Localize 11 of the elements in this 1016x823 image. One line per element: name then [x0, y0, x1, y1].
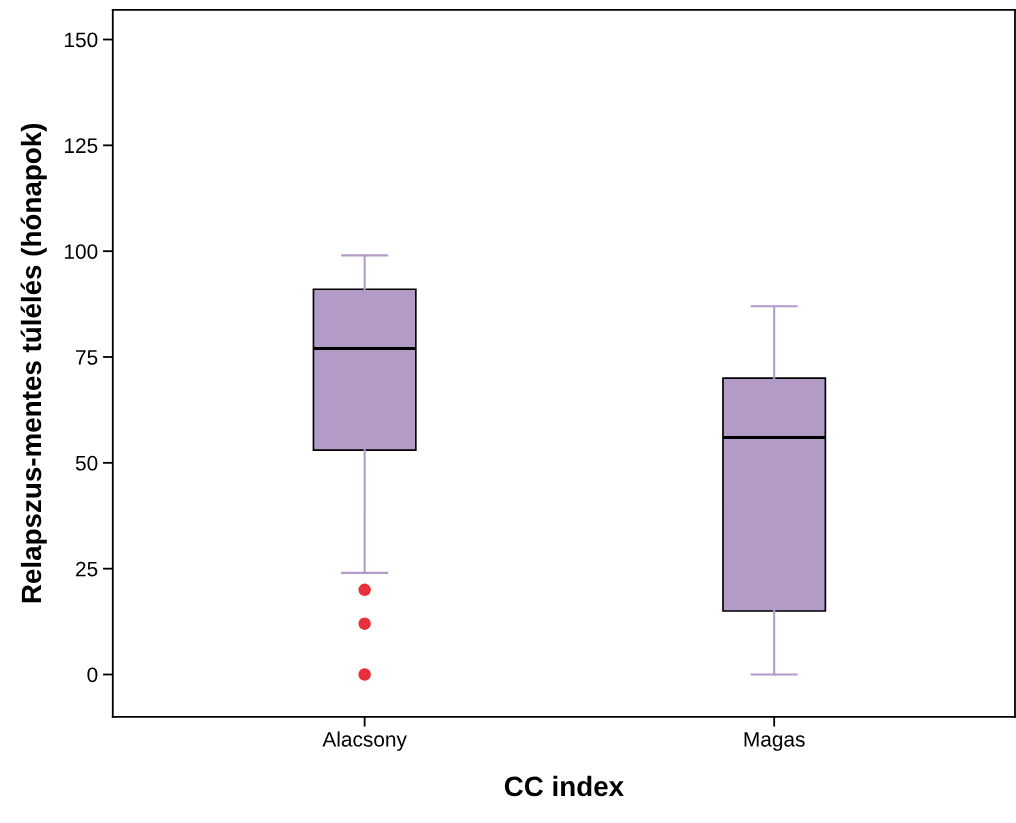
x-axis-title: CC index — [504, 775, 624, 797]
y-tick-label: 50 — [75, 455, 98, 471]
y-tick-label: 25 — [76, 561, 98, 577]
y-tick-label: 150 — [65, 32, 98, 48]
x-tick-label: Magas — [744, 732, 805, 751]
y-tick-label: 0 — [87, 667, 98, 683]
y-tick-label: 125 — [65, 138, 98, 154]
x-tick-label: Alacsony — [322, 731, 407, 751]
y-tick-label: 100 — [65, 244, 98, 259]
y-axis-title: Relapszus-mentes túlélés (hónapok) — [20, 123, 47, 603]
y-tick-label: 75 — [76, 350, 98, 365]
